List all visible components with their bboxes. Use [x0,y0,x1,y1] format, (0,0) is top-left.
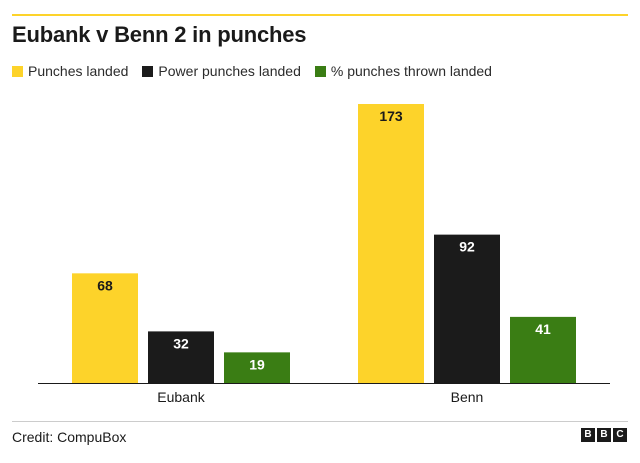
bar-benn-series-0 [358,104,424,383]
legend-label-punches-landed: Punches landed [28,63,129,79]
bar-benn-series-1 [434,234,500,383]
category-label-eubank: Eubank [157,389,205,405]
bar-eubank-series-2 [224,352,290,383]
bar-eubank-series-0 [72,273,138,383]
bbc-logo-block: B [581,428,595,442]
credit-text: Credit: CompuBox [12,429,127,445]
legend-swatch-power-punches-landed [142,65,154,77]
data-label-eubank-series-2: 19 [249,356,265,372]
footer-divider [12,421,628,422]
bbc-logo: B B C [579,428,627,442]
data-label-benn-series-1: 92 [459,239,475,255]
legend-swatch-percent-thrown-landed [314,65,326,77]
legend-label-power-punches-landed: Power punches landed [158,63,301,79]
data-label-eubank-series-1: 32 [173,335,189,351]
legend-item-punches-landed: Punches landed [12,63,128,79]
legend-item-power-punches-landed: Power punches landed [142,63,301,79]
bbc-logo-block: B [597,428,611,442]
data-label-benn-series-0: 173 [379,108,403,124]
bbc-logo-block: C [613,428,627,442]
data-label-eubank-series-0: 68 [97,277,113,293]
top-accent-rule [12,14,628,16]
bar-eubank-series-1 [148,331,214,383]
data-label-benn-series-2: 41 [535,321,551,337]
chart-title: Eubank v Benn 2 in punches [12,22,307,47]
legend-swatch-punches-landed [12,65,23,77]
legend-label-percent-thrown-landed: % punches thrown landed [330,63,492,79]
category-label-benn: Benn [451,389,484,405]
legend-item-percent-thrown-landed: % punches thrown landed [314,63,492,79]
legend: Punches landed Power punches landed % pu… [12,62,506,80]
bar-benn-series-2 [510,316,576,383]
